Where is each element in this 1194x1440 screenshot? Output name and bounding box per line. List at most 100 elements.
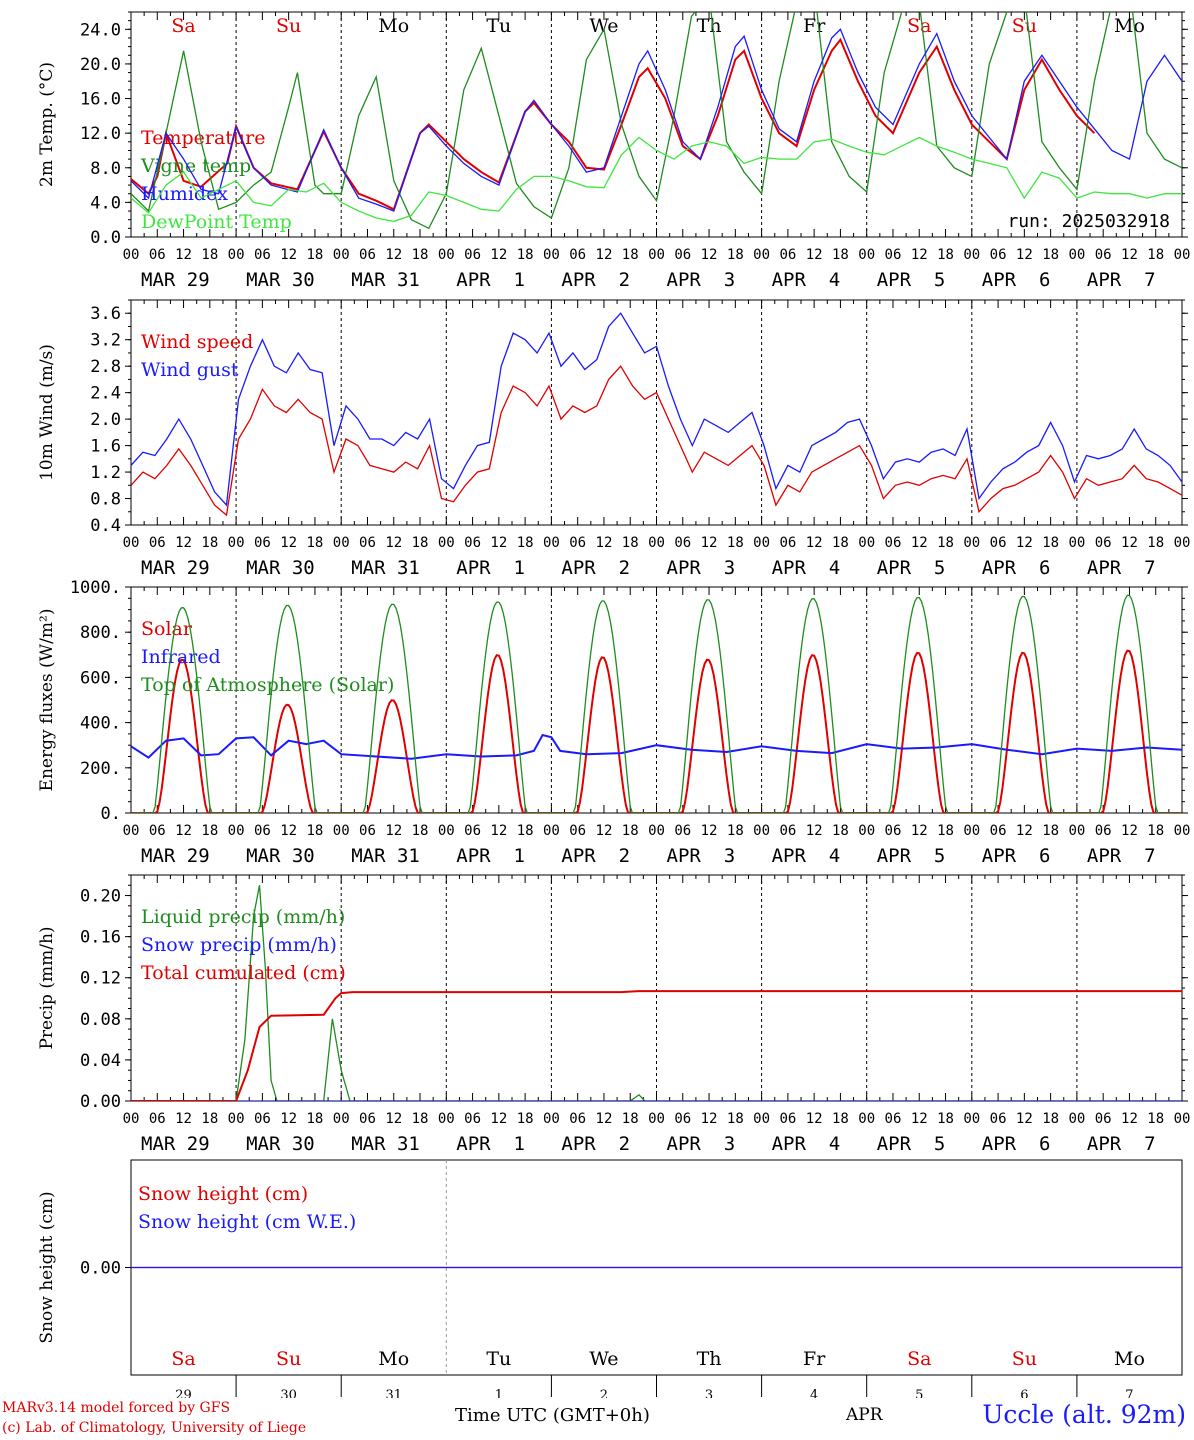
- series-line-2: [131, 990, 1182, 1101]
- weekday-label: Th: [697, 15, 722, 37]
- series-line-0: [131, 37, 1096, 211]
- y-tick-label: 4.0: [90, 193, 121, 213]
- legend-entry: Snow height (cm): [138, 1183, 308, 1205]
- hour-label: 18: [306, 1111, 323, 1127]
- weekday-label: Sa: [907, 1348, 931, 1370]
- hour-label: 18: [937, 823, 954, 839]
- date-label: APR 1: [456, 1133, 525, 1155]
- hour-label: 06: [674, 247, 691, 263]
- weekday-label: Mo: [378, 1348, 409, 1370]
- hour-label: 18: [306, 247, 323, 263]
- hour-label: 18: [832, 535, 849, 551]
- hour-label: 00: [228, 1111, 245, 1127]
- credit-line-lab: (c) Lab. of Climatology, University of L…: [2, 1420, 307, 1436]
- hour-label: 18: [622, 247, 639, 263]
- hour-label: 06: [1095, 823, 1112, 839]
- hour-label: 06: [359, 1111, 376, 1127]
- hour-label: 12: [175, 535, 192, 551]
- hour-label: 00: [438, 1111, 455, 1127]
- hour-label: 06: [149, 1111, 166, 1127]
- hour-label: 12: [701, 247, 718, 263]
- time-axis-label: Time UTC (GMT+0h): [455, 1405, 650, 1426]
- series-line-1: [131, 12, 1182, 230]
- y-tick-label: 0.12: [80, 969, 121, 989]
- hour-label: 06: [779, 247, 796, 263]
- hour-label: 18: [201, 823, 218, 839]
- hour-label: 12: [385, 247, 402, 263]
- hour-label: 06: [569, 1111, 586, 1127]
- hour-label: 00: [648, 535, 665, 551]
- hour-label: 18: [1147, 1111, 1164, 1127]
- hour-label: 00: [648, 1111, 665, 1127]
- hour-label: 18: [306, 823, 323, 839]
- date-label: MAR 30: [246, 1133, 315, 1155]
- hour-label: 12: [911, 1111, 928, 1127]
- series-line-1: [131, 312, 1182, 507]
- y-tick-label: 2.8: [90, 357, 121, 377]
- hour-label: 00: [543, 535, 560, 551]
- date-label: MAR 31: [351, 1133, 420, 1155]
- date-label: APR 2: [561, 845, 630, 867]
- hour-label: 18: [412, 247, 429, 263]
- hour-label: 12: [280, 823, 297, 839]
- hour-label: 12: [596, 1111, 613, 1127]
- hour-label: 12: [1016, 1111, 1033, 1127]
- panel-snow: 0.00 Snow height (cm) Sa 29 Su 30 Mo 31 Tu 1 We 2 Th…: [37, 1159, 1183, 1398]
- hour-label: 12: [490, 1111, 507, 1127]
- hour-label: 00: [228, 535, 245, 551]
- hour-label: 18: [412, 535, 429, 551]
- hour-label: 12: [911, 823, 928, 839]
- date-label: APR 3: [667, 1133, 736, 1155]
- hour-label: 00: [123, 1111, 140, 1127]
- hour-label: 12: [490, 247, 507, 263]
- hour-label: 00: [543, 247, 560, 263]
- hour-label: 06: [464, 247, 481, 263]
- hour-label: 00: [438, 247, 455, 263]
- hour-label: 12: [1121, 1111, 1138, 1127]
- date-label: APR 7: [1087, 845, 1156, 867]
- hour-label: 06: [885, 1111, 902, 1127]
- weekday-label: Tu: [486, 15, 511, 37]
- date-label: APR 1: [456, 557, 525, 579]
- hour-label: 18: [201, 247, 218, 263]
- date-label: APR 7: [1087, 269, 1156, 291]
- weekday-label: Mo: [378, 15, 409, 37]
- y-tick-label: 0.00: [80, 1092, 121, 1112]
- hour-label: 06: [569, 535, 586, 551]
- y-tick-label: 0.04: [80, 1051, 121, 1071]
- legend-entry: Liquid precip (mm/h): [141, 906, 345, 928]
- panel-frame: [130, 299, 1183, 526]
- hour-label: 18: [517, 535, 534, 551]
- hour-label: 12: [175, 823, 192, 839]
- hour-label: 00: [858, 247, 875, 263]
- hour-label: 18: [832, 1111, 849, 1127]
- weekday-label: Su: [1012, 15, 1037, 37]
- y-tick-label: 3.2: [90, 331, 121, 351]
- hour-label: 18: [832, 247, 849, 263]
- hour-label: 06: [1095, 535, 1112, 551]
- hour-label: 12: [806, 1111, 823, 1127]
- hour-label: 06: [674, 1111, 691, 1127]
- date-label: MAR 31: [351, 557, 420, 579]
- hour-label: 00: [753, 247, 770, 263]
- hour-label: 06: [779, 1111, 796, 1127]
- y-tick-label: 400.: [80, 714, 121, 734]
- hour-label: 12: [596, 823, 613, 839]
- date-label: APR 4: [772, 269, 841, 291]
- weekday-label: Sa: [171, 1348, 195, 1370]
- hour-label: 06: [990, 823, 1007, 839]
- day-number: 7: [1125, 1388, 1133, 1398]
- hour-label: 00: [123, 247, 140, 263]
- hour-label: 18: [412, 823, 429, 839]
- hour-label: 00: [333, 823, 350, 839]
- hour-label: 00: [1068, 1111, 1085, 1127]
- hour-label: 00: [333, 535, 350, 551]
- y-tick-label: 200.: [80, 759, 121, 779]
- y-tick-label: 12.0: [80, 124, 121, 144]
- weekday-label: Fr: [803, 1348, 826, 1370]
- hour-label: 00: [228, 247, 245, 263]
- weekday-label: Sa: [907, 15, 931, 37]
- weekday-label: Su: [1012, 1348, 1037, 1370]
- hour-label: 06: [1095, 1111, 1112, 1127]
- date-label: APR 4: [772, 1133, 841, 1155]
